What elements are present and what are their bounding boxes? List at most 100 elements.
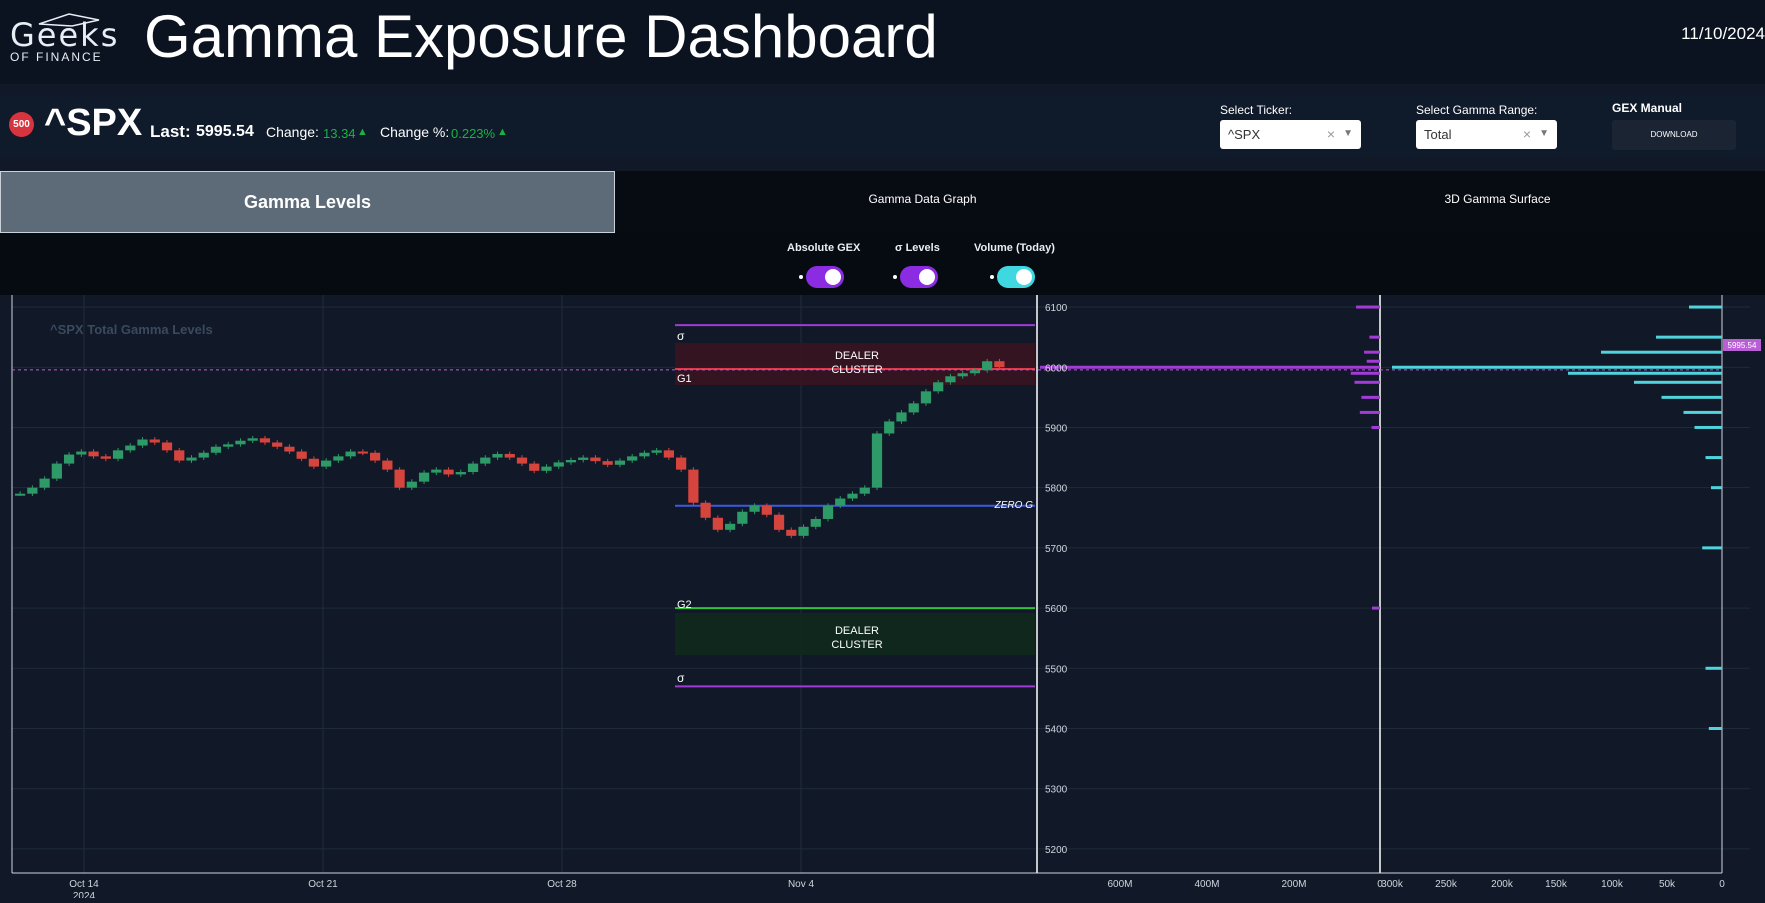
tab-gamma-levels[interactable]: Gamma Levels — [0, 171, 615, 233]
candle — [761, 505, 772, 515]
candle — [88, 451, 99, 457]
candle — [480, 457, 491, 464]
volume-bar — [1694, 425, 1722, 429]
geeks-of-finance-logo[interactable]: Geeks OF FINANCE — [10, 12, 130, 64]
volume-tick-label: 300k — [1381, 879, 1404, 890]
volume-tick-label: 100k — [1601, 879, 1624, 890]
volume-bar — [1661, 395, 1722, 399]
candle — [835, 498, 846, 506]
candle — [259, 438, 271, 443]
tab-gamma-data-graph[interactable]: Gamma Data Graph — [868, 192, 977, 206]
price-tick-label: 5600 — [1045, 604, 1068, 615]
candle — [651, 450, 662, 453]
current-price-label: 5995.54 — [1728, 341, 1757, 350]
price-tick-label: 6000 — [1045, 363, 1068, 374]
candle — [394, 469, 405, 488]
download-button[interactable]: DOWNLOAD — [1612, 120, 1736, 150]
candle — [431, 469, 442, 473]
volume-bar — [1392, 365, 1722, 369]
candle — [125, 445, 136, 451]
candle — [492, 453, 503, 458]
candle — [369, 452, 381, 461]
clear-icon[interactable]: × — [1522, 126, 1531, 142]
change-label: Change: — [266, 124, 319, 140]
price-tick-label: 5300 — [1045, 785, 1068, 796]
volume-bar — [1689, 305, 1722, 309]
candle — [418, 472, 430, 482]
candle — [688, 469, 699, 503]
gex-tick-label: 0 — [1377, 879, 1383, 890]
toggle-knob — [919, 269, 935, 285]
volume-tick-label: 200k — [1491, 879, 1514, 890]
toggle-volume-today[interactable] — [990, 266, 1035, 288]
volume-bar — [1711, 486, 1722, 490]
chevron-down-icon[interactable]: ▼ — [1539, 128, 1549, 139]
candle — [333, 456, 344, 461]
volume-bar — [1705, 456, 1722, 460]
price-tick-label: 5700 — [1045, 544, 1068, 555]
volume-tick-label: 150k — [1545, 879, 1568, 890]
candle — [896, 412, 907, 422]
toggle-sigma-levels[interactable] — [893, 266, 938, 288]
toggle-bar — [0, 233, 1765, 295]
page-title: Gamma Exposure Dashboard — [144, 3, 938, 70]
candle — [223, 444, 234, 447]
lower-dealer-cluster-box — [675, 613, 1035, 655]
volume-bar — [1683, 410, 1722, 414]
chevron-down-icon[interactable]: ▼ — [1343, 128, 1353, 139]
candle — [578, 457, 589, 460]
price-tick-label: 5500 — [1045, 664, 1068, 675]
change-pct-label: Change %: — [380, 124, 450, 140]
x-tick-label: Nov 4 — [788, 879, 815, 890]
candle — [884, 421, 895, 434]
candle — [504, 453, 515, 458]
volume-bar — [1708, 727, 1722, 730]
x-tick-label: Oct 21 — [308, 879, 338, 890]
gex-bar — [1356, 305, 1380, 309]
candle — [284, 446, 295, 452]
ticker-select[interactable]: ^SPX × ▼ — [1220, 120, 1361, 149]
gamma-range-select[interactable]: Total × ▼ — [1416, 120, 1557, 149]
volume-bar — [1656, 335, 1722, 339]
candle — [602, 461, 613, 465]
g2-label: G2 — [677, 599, 692, 611]
toggle-absolute-gex[interactable] — [799, 266, 844, 288]
x-tick-label: Oct 14 — [69, 879, 99, 890]
candle — [308, 458, 320, 467]
gex-bar — [1371, 425, 1380, 429]
toggle-absolute-gex-label: Absolute GEX — [787, 242, 861, 254]
candle — [810, 518, 821, 527]
volume-bar — [1634, 380, 1722, 384]
candle — [210, 446, 222, 453]
toggle-sigma-levels-label: σ Levels — [895, 242, 940, 254]
gex-manual-label: GEX Manual — [1612, 101, 1683, 115]
tab-bar: Gamma Levels Gamma Data Graph 3D Gamma S… — [0, 171, 1765, 233]
candle — [161, 442, 173, 451]
volume-tick-label: 50k — [1659, 879, 1676, 890]
chart-watermark: ^SPX Total Gamma Levels — [50, 322, 213, 337]
last-label: Last: — [150, 122, 191, 141]
candle — [406, 481, 417, 488]
volume-bar — [1705, 666, 1722, 670]
sigma-upper-label: σ — [677, 329, 685, 343]
ticker-symbol: ^SPX — [44, 102, 143, 144]
tab-3d-gamma-surface[interactable]: 3D Gamma Surface — [1444, 192, 1551, 206]
volume-tick-label: 0 — [1719, 879, 1725, 890]
price-tick-label: 5900 — [1045, 423, 1068, 434]
candle — [786, 529, 797, 536]
x-tick-label: Oct 28 — [547, 879, 577, 890]
upper-dealer-cluster-line2: CLUSTER — [831, 364, 882, 376]
toggle-volume-label: Volume (Today) — [974, 242, 1055, 254]
last-value: 5995.54 — [196, 123, 254, 140]
clear-icon[interactable]: × — [1326, 126, 1335, 142]
select-range-label: Select Gamma Range: — [1416, 103, 1538, 117]
candle — [969, 370, 981, 374]
candle — [296, 451, 307, 459]
app-header: Geeks OF FINANCE Gamma Exposure Dashboar… — [0, 0, 1765, 84]
candle — [137, 439, 148, 446]
gex-bar — [1364, 350, 1380, 354]
price-tick-label: 5800 — [1045, 484, 1068, 495]
candle — [590, 457, 601, 462]
candle — [982, 361, 993, 371]
candle — [627, 456, 638, 461]
